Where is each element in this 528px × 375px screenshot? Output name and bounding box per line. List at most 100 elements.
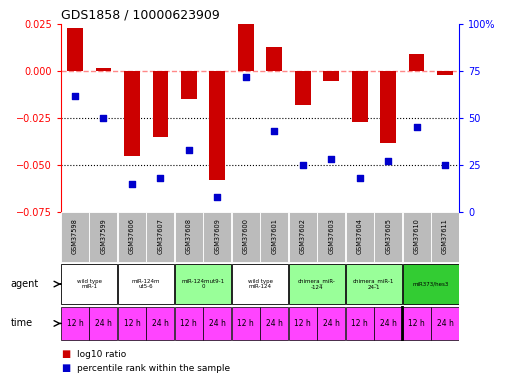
Text: 24 h: 24 h xyxy=(152,319,169,328)
Bar xyxy=(232,264,288,305)
Point xyxy=(412,124,421,130)
Bar xyxy=(61,307,89,340)
Text: 24 h: 24 h xyxy=(209,319,226,328)
Text: GSM37603: GSM37603 xyxy=(328,218,334,254)
Bar xyxy=(146,212,174,262)
Bar xyxy=(437,71,453,75)
Bar xyxy=(203,212,231,262)
Text: GSM37600: GSM37600 xyxy=(243,218,249,254)
Point xyxy=(213,194,222,200)
Point xyxy=(185,147,193,153)
Point xyxy=(441,162,449,168)
Bar xyxy=(289,212,317,262)
Text: GSM37605: GSM37605 xyxy=(385,218,391,254)
Bar xyxy=(431,212,459,262)
Bar xyxy=(89,307,117,340)
Bar xyxy=(295,71,310,105)
Bar xyxy=(403,264,459,305)
Text: chimera_miR-1
24-1: chimera_miR-1 24-1 xyxy=(353,278,394,290)
Bar xyxy=(175,212,203,262)
Text: ■: ■ xyxy=(61,363,70,373)
Text: 12 h: 12 h xyxy=(67,319,83,328)
Point xyxy=(71,93,79,99)
Bar xyxy=(153,71,168,137)
Text: 12 h: 12 h xyxy=(295,319,311,328)
Text: 24 h: 24 h xyxy=(380,319,397,328)
Bar xyxy=(124,71,140,156)
Bar xyxy=(374,212,402,262)
Text: miR373/hes3: miR373/hes3 xyxy=(413,282,449,286)
Text: GSM37608: GSM37608 xyxy=(186,218,192,254)
Point xyxy=(128,181,136,187)
Text: GSM37602: GSM37602 xyxy=(300,218,306,254)
Bar xyxy=(89,212,117,262)
Text: GSM37599: GSM37599 xyxy=(100,218,107,254)
Text: GSM37601: GSM37601 xyxy=(271,218,277,254)
Bar xyxy=(431,307,459,340)
Bar xyxy=(146,307,174,340)
Bar xyxy=(346,307,374,340)
Bar xyxy=(346,212,374,262)
Text: GSM37598: GSM37598 xyxy=(72,218,78,254)
Bar xyxy=(374,307,402,340)
Bar xyxy=(403,307,431,340)
Bar xyxy=(118,212,146,262)
Text: 24 h: 24 h xyxy=(323,319,340,328)
Text: chimera_miR-
-124: chimera_miR- -124 xyxy=(298,278,336,290)
Text: miR-124m
ut5-6: miR-124m ut5-6 xyxy=(132,279,161,290)
Text: GSM37611: GSM37611 xyxy=(442,218,448,254)
Text: 12 h: 12 h xyxy=(351,319,368,328)
Bar xyxy=(260,212,288,262)
Text: 24 h: 24 h xyxy=(95,319,112,328)
Text: 12 h: 12 h xyxy=(408,319,425,328)
Text: GSM37607: GSM37607 xyxy=(157,218,163,254)
Bar xyxy=(232,307,260,340)
Point xyxy=(270,128,278,134)
Text: 12 h: 12 h xyxy=(238,319,254,328)
Bar xyxy=(210,71,225,180)
Text: wild type
miR-124: wild type miR-124 xyxy=(248,279,272,290)
Text: GDS1858 / 10000623909: GDS1858 / 10000623909 xyxy=(61,9,220,22)
Text: GSM37606: GSM37606 xyxy=(129,218,135,254)
Text: wild type
miR-1: wild type miR-1 xyxy=(77,279,102,290)
Bar xyxy=(403,212,431,262)
Text: 24 h: 24 h xyxy=(437,319,454,328)
Bar xyxy=(203,307,231,340)
Bar xyxy=(289,264,345,305)
Point xyxy=(242,74,250,80)
Point xyxy=(156,175,165,181)
Text: time: time xyxy=(11,318,33,328)
Text: miR-124mut9-1
0: miR-124mut9-1 0 xyxy=(182,279,224,290)
Text: GSM37609: GSM37609 xyxy=(214,218,220,254)
Bar xyxy=(118,264,174,305)
Bar xyxy=(118,307,146,340)
Text: log10 ratio: log10 ratio xyxy=(77,350,126,359)
Bar xyxy=(317,212,345,262)
Text: ■: ■ xyxy=(61,350,70,359)
Bar xyxy=(352,71,367,122)
Bar xyxy=(181,71,197,99)
Bar xyxy=(380,71,396,142)
Text: GSM37604: GSM37604 xyxy=(357,218,363,254)
Bar xyxy=(289,307,317,340)
Bar xyxy=(67,28,83,71)
Bar xyxy=(317,307,345,340)
Point xyxy=(384,158,392,164)
Bar xyxy=(61,264,117,305)
Point xyxy=(298,162,307,168)
Bar xyxy=(175,307,203,340)
Bar xyxy=(175,264,231,305)
Bar xyxy=(346,264,402,305)
Bar xyxy=(238,24,253,71)
Text: agent: agent xyxy=(11,279,39,289)
Text: percentile rank within the sample: percentile rank within the sample xyxy=(77,364,230,373)
Point xyxy=(355,175,364,181)
Bar xyxy=(323,71,339,81)
Text: 12 h: 12 h xyxy=(124,319,140,328)
Point xyxy=(327,156,335,162)
Bar xyxy=(232,212,260,262)
Text: 24 h: 24 h xyxy=(266,319,282,328)
Text: 12 h: 12 h xyxy=(181,319,197,328)
Bar xyxy=(61,212,89,262)
Bar xyxy=(267,47,282,71)
